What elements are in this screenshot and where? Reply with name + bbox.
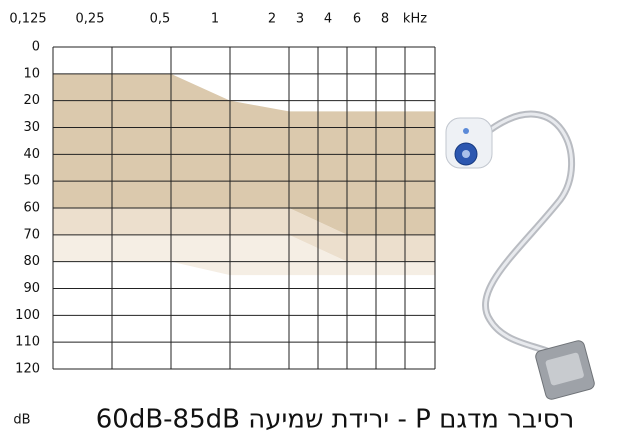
- y-tick-label: 60: [23, 201, 40, 216]
- x-tick-label: 4: [324, 12, 332, 27]
- x-tick-label: 8: [381, 12, 389, 27]
- earpiece-dot: [463, 128, 469, 134]
- x-tick-label: 2: [268, 12, 276, 27]
- cable-highlight: [485, 114, 571, 355]
- y-tick-label: 90: [23, 281, 40, 296]
- y-tick-label: 120: [15, 362, 40, 377]
- y-tick-label: 10: [23, 66, 40, 81]
- y-tick-label: 100: [15, 308, 40, 323]
- earpiece-port-inner: [462, 150, 470, 158]
- y-unit: dB: [13, 413, 30, 428]
- x-unit: kHz: [403, 12, 427, 27]
- chart: kHz dB רסיבר מדגם P - ירידת שמיעה 60dB-8…: [0, 0, 623, 439]
- y-tick-label: 110: [15, 335, 40, 350]
- y-tick-label: 40: [23, 147, 40, 162]
- x-tick-label: 6: [353, 12, 361, 27]
- x-tick-label: 0,125: [9, 12, 46, 27]
- receiver-illustration: [446, 114, 596, 401]
- areas: [53, 74, 435, 275]
- y-tick-label: 30: [23, 120, 40, 135]
- y-tick-label: 80: [23, 254, 40, 269]
- caption: רסיבר מדגם P - ירידת שמיעה 60dB-85dB: [96, 405, 575, 435]
- x-tick-label: 0,25: [76, 12, 105, 27]
- y-tick-label: 70: [23, 227, 40, 242]
- x-tick-label: 0,5: [150, 12, 171, 27]
- y-tick-label: 20: [23, 93, 40, 108]
- x-tick-label: 3: [296, 12, 304, 27]
- x-tick-label: 1: [211, 12, 219, 27]
- y-tick-label: 50: [23, 174, 40, 189]
- y-tick-label: 0: [32, 40, 40, 55]
